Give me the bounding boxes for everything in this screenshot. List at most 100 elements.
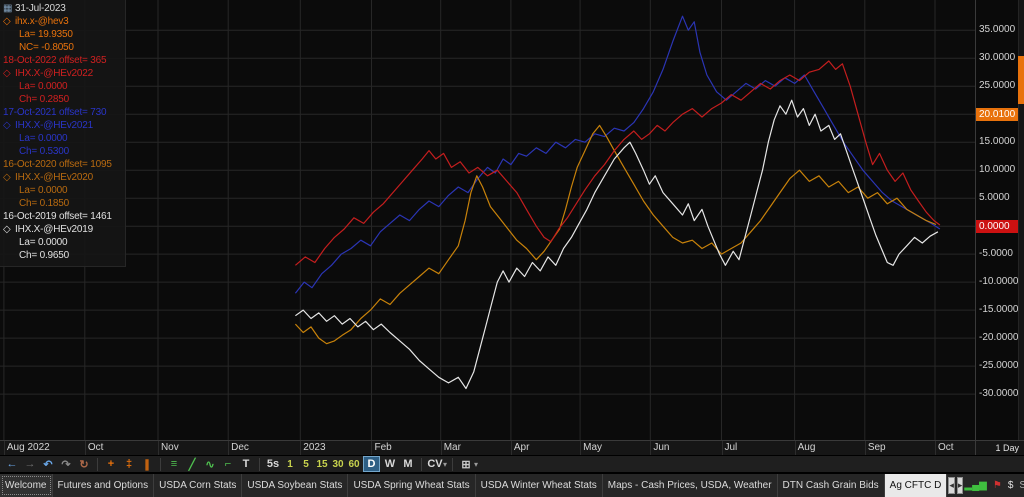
chart-legend: ▦ 31-Jul-2023 ◇ ihx.x-@hev3 La= 19.9350 NC= -…: [0, 0, 126, 267]
legend-value-row: Ch= 0.1850: [19, 198, 69, 209]
y-axis-label: 25.0000: [979, 80, 1016, 92]
legend-value-row: La= 0.0000: [19, 185, 68, 196]
redo-button[interactable]: ↷: [61, 458, 71, 471]
tab-futures-and-options[interactable]: Futures and Options: [52, 474, 155, 497]
tab-ag-cftc-d[interactable]: Ag CFTC D: [884, 474, 948, 497]
time-axis-tick: [228, 441, 230, 455]
legend-symbol-label: IHX.X-@HEv2019: [15, 224, 93, 235]
time-axis-tick: [864, 441, 866, 455]
interval-15-button[interactable]: 15: [316, 458, 328, 470]
tab-welcome[interactable]: Welcome: [0, 474, 53, 497]
time-axis-tick: [510, 441, 512, 455]
legend-symbol-label: IHX.X-@HEv2021: [15, 120, 93, 131]
time-axis-label: Dec: [231, 442, 249, 453]
candlestick-tool-button[interactable]: ‡: [125, 458, 133, 470]
last-price-marker: 0.0000: [976, 219, 1018, 233]
dollar-icon[interactable]: $: [1007, 479, 1014, 491]
ohlc-bar-tool-button[interactable]: ∥: [144, 458, 150, 471]
interval-30-button[interactable]: 30: [332, 458, 344, 470]
tab-usda-winter-wheat-stats[interactable]: USDA Winter Wheat Stats: [475, 474, 603, 497]
tab-scroll-right-button[interactable]: ▸: [956, 477, 964, 494]
price-series-IHX.X-@HEv2019[interactable]: [295, 99, 939, 390]
forward-button[interactable]: →: [24, 458, 36, 470]
time-axis-label: Nov: [160, 442, 179, 453]
y-axis-label: -15.0000: [979, 304, 1019, 316]
tab-maps-cash-prices-usda-weather[interactable]: Maps - Cash Prices, USDA, Weather: [602, 474, 778, 497]
status-area: ▂▄▆⚑$S▣⊞01:52 PM: [964, 474, 1024, 497]
legend-symbol-row[interactable]: ◇ IHX.X-@HEv2019: [3, 223, 123, 236]
time-axis-label: Jun: [653, 442, 670, 453]
time-axis-tick: [650, 441, 652, 455]
interval-5-button[interactable]: 5: [303, 458, 309, 470]
legend-date-label: 31-Jul-2023: [15, 3, 66, 14]
service-icon[interactable]: S: [1019, 480, 1024, 491]
cv-dropdown-button[interactable]: CV: [427, 458, 443, 470]
interval-1-button[interactable]: 1: [287, 458, 293, 470]
y-axis-label: 35.0000: [979, 24, 1016, 36]
legend-symbol-row[interactable]: ◇ IHX.X-@HEv2020: [3, 171, 123, 184]
time-axis-label: Aug 2022: [6, 442, 50, 453]
y-axis-label: 15.0000: [979, 136, 1016, 148]
y-axis-label: 10.0000: [979, 164, 1016, 176]
tab-usda-spring-wheat-stats[interactable]: USDA Spring Wheat Stats: [348, 474, 476, 497]
legend-symbol-row[interactable]: ◇ IHX.X-@HEv2021: [3, 119, 123, 132]
legend-value-row: La= 0.0000: [19, 81, 68, 92]
price-chart[interactable]: [0, 0, 975, 440]
legend-symbol-row[interactable]: ◇ ihx.x-@hev3: [3, 15, 123, 28]
time-axis-tick: [440, 441, 442, 455]
interval-60-button[interactable]: 60: [348, 458, 360, 470]
price-series-IHX.X-@HEv2020[interactable]: [294, 124, 937, 345]
legend-value-row: NC= -0.8050: [19, 42, 74, 53]
legend-offset-date: 16-Oct-2019 offset= 1461: [3, 211, 112, 222]
cv-dropdown-button-caret-icon[interactable]: ▾: [443, 459, 448, 469]
tab-dtn-cash-grain-bids[interactable]: DTN Cash Grain Bids: [777, 474, 885, 497]
legend-value-row: Ch= 0.9650: [19, 250, 69, 261]
legend-symbol-label: ihx.x-@hev3: [15, 16, 69, 27]
undo-button[interactable]: ↶: [43, 458, 53, 471]
back-button[interactable]: ←: [6, 458, 18, 470]
page-tab-bar: Welcome Futures and Options USDA Corn Stat…: [0, 473, 1024, 497]
layout-dropdown-button-caret-icon[interactable]: ▾: [474, 459, 479, 469]
tab-scroll-left-button[interactable]: ◂: [948, 477, 955, 494]
text-tool-button[interactable]: T: [242, 458, 250, 470]
time-axis-label: Feb: [374, 442, 392, 453]
signal-icon[interactable]: ▂▄▆: [964, 479, 987, 491]
interval-month-button[interactable]: M: [403, 458, 413, 470]
time-axis-tick: [3, 441, 5, 455]
time-axis-tick: [721, 441, 723, 455]
price-series-IHX.X-@HEv2022[interactable]: [295, 60, 941, 266]
crosshair-tool-button[interactable]: +: [107, 458, 115, 470]
interval-5s-button[interactable]: 5s: [266, 458, 280, 470]
time-axis[interactable]: 1 Day Aug 2022 Oct Nov Dec 2023 Feb Mar Apr May J…: [0, 440, 1024, 455]
wave-tool-button[interactable]: ∿: [205, 458, 215, 471]
legend-calendar-icon: ▦: [3, 3, 13, 14]
time-axis-label: Sep: [867, 442, 886, 453]
retracement-tool-button[interactable]: ⌐: [224, 458, 232, 470]
legend-symbol-row[interactable]: ◇ IHX.X-@HEv2022: [3, 67, 123, 80]
interval-week-button[interactable]: W: [384, 458, 396, 470]
toolbar-separator: [421, 457, 422, 471]
last-price-marker: 20.0100: [976, 107, 1018, 121]
y-axis-label: 5.0000: [979, 192, 1010, 204]
pin-icon[interactable]: ⚑: [992, 479, 1002, 491]
time-axis-tick: [84, 441, 86, 455]
layout-dropdown-button[interactable]: ⊞: [461, 458, 471, 471]
toolbar-separator: [259, 457, 260, 471]
indicator-menu-button[interactable]: ≡: [170, 458, 178, 470]
y-axis-label: 30.0000: [979, 52, 1016, 64]
time-axis-label: Oct: [87, 442, 104, 453]
time-axis-tick: [794, 441, 796, 455]
refresh-button[interactable]: ↻: [79, 458, 89, 471]
tab-usda-corn-stats[interactable]: USDA Corn Stats: [154, 474, 243, 497]
interval-day-button[interactable]: D: [363, 456, 380, 472]
price-series-IHX.X-@HEv2021[interactable]: [294, 15, 941, 294]
vertical-scrollbar-thumb[interactable]: [1018, 56, 1024, 104]
time-axis-label: Jul: [724, 442, 738, 453]
time-axis-label: Apr: [513, 442, 530, 453]
tab-usda-soybean-stats[interactable]: USDA Soybean Stats: [242, 474, 349, 497]
series-marker-icon: ◇: [3, 68, 11, 79]
price-axis[interactable]: 35.0000 30.0000 25.0000 15.0000 10.0000 5.000…: [975, 0, 1024, 440]
trendline-tool-button[interactable]: ╱: [188, 458, 196, 471]
vertical-scrollbar[interactable]: [1018, 0, 1024, 440]
